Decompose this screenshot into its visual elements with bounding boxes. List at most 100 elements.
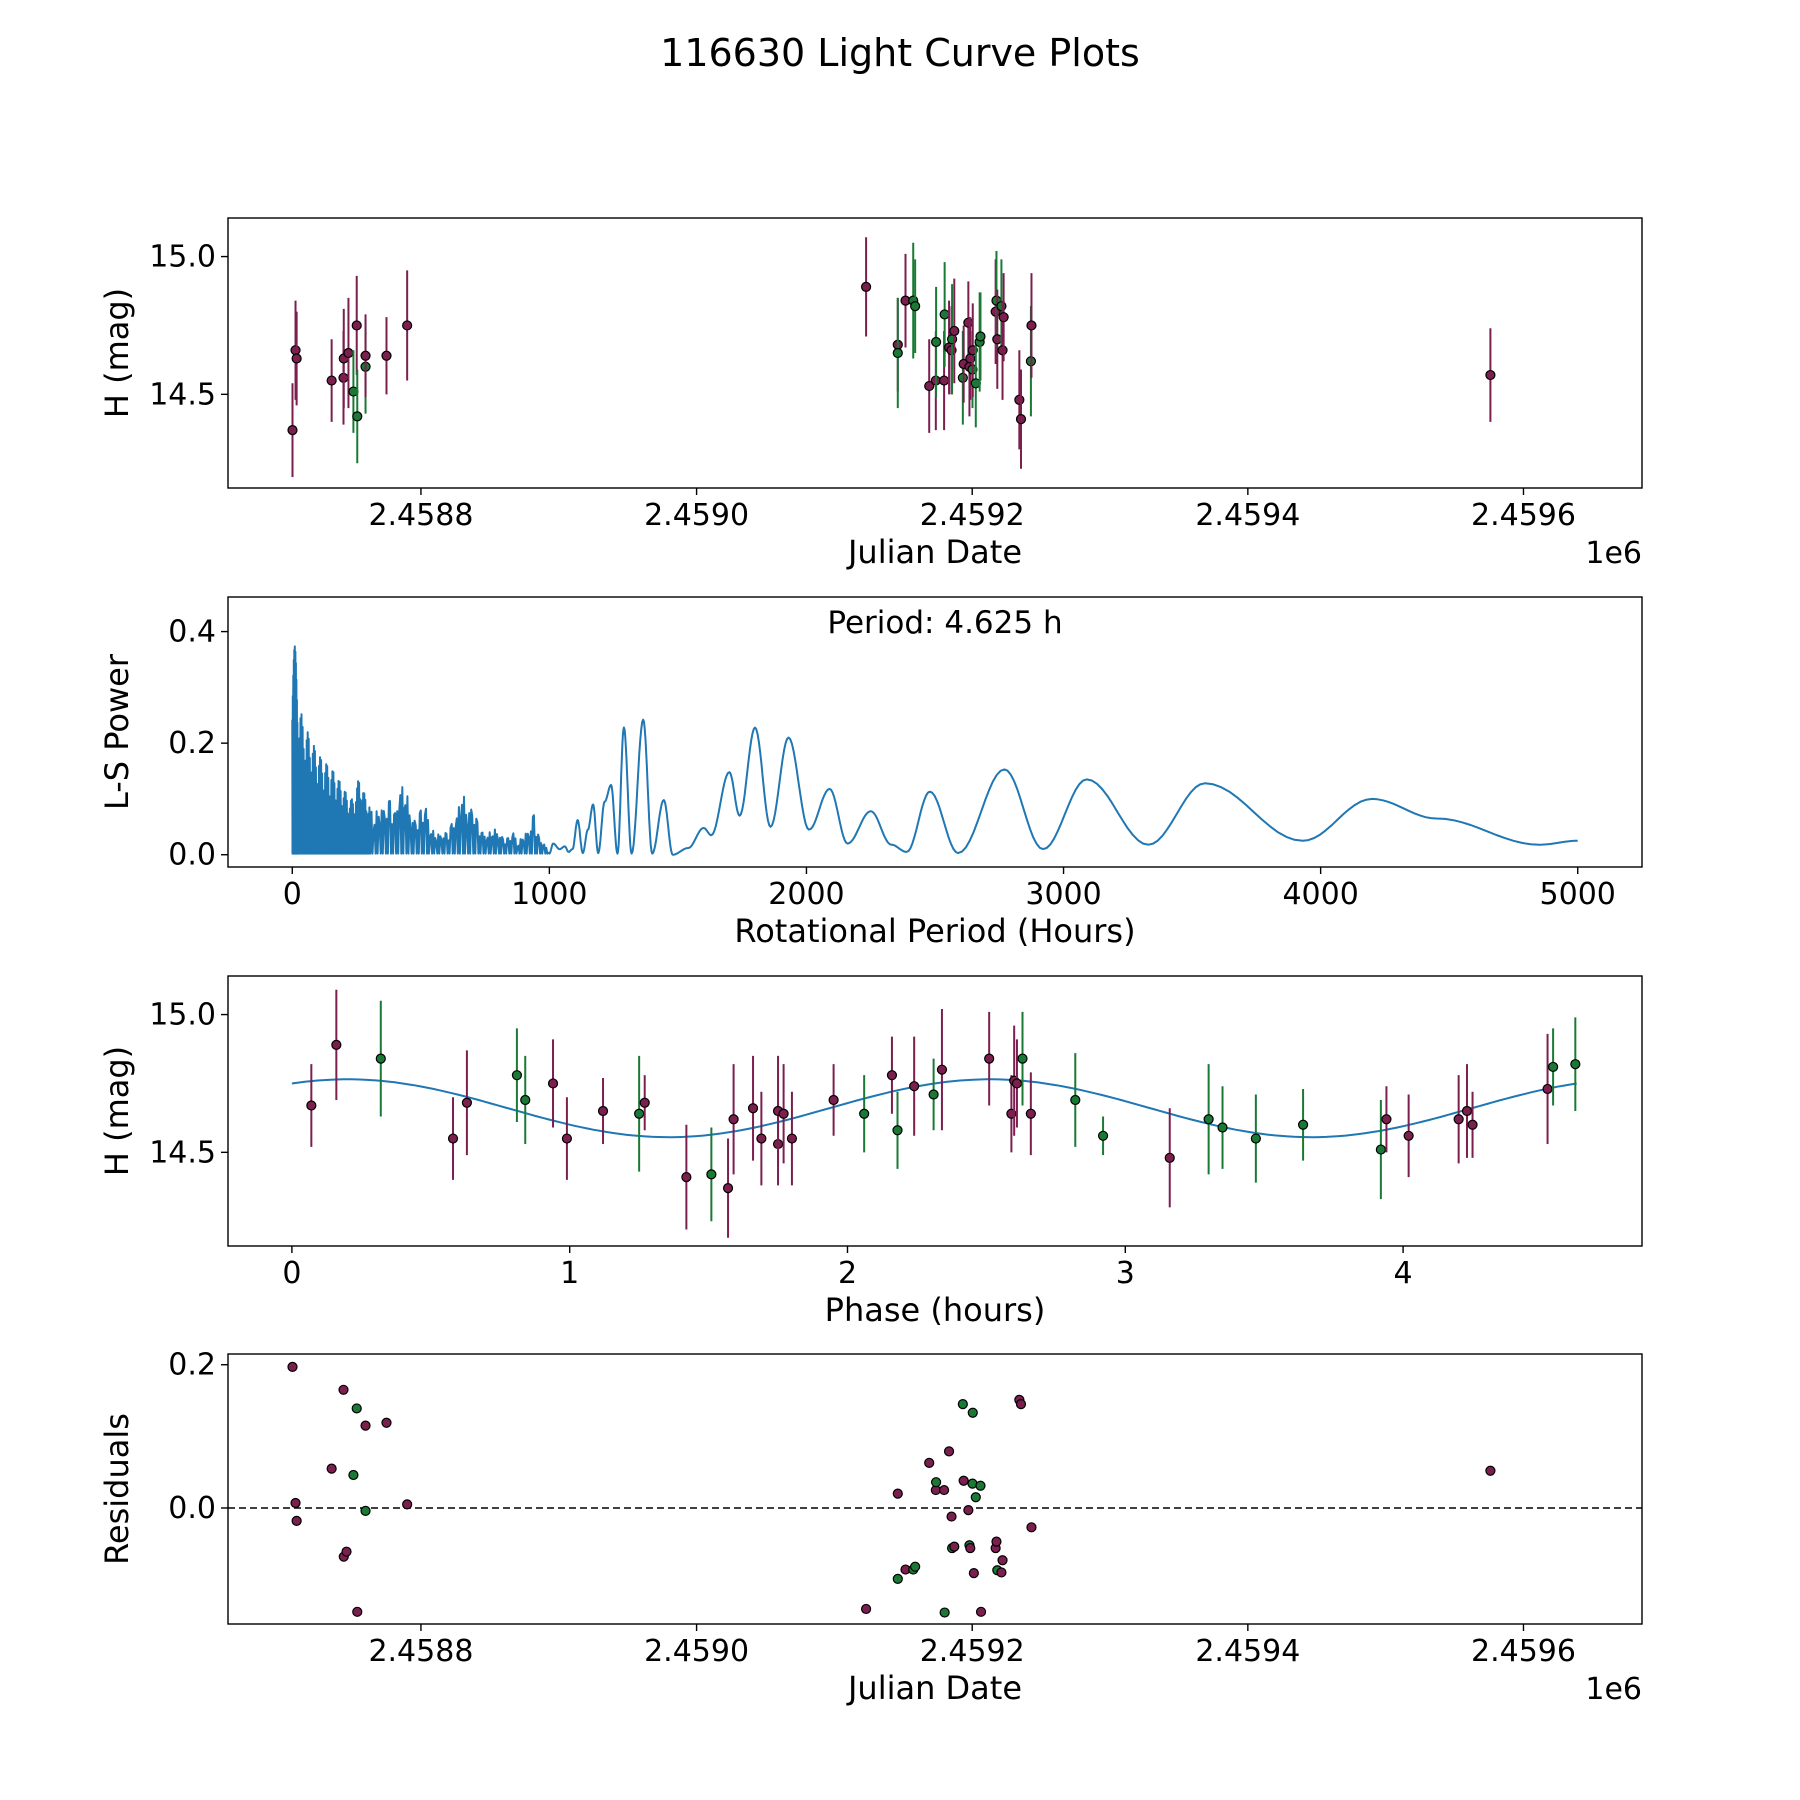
data-point: [1485, 369, 1496, 381]
data-point: [967, 1407, 978, 1418]
x-tick-label: 2.4596: [1471, 498, 1576, 533]
data-point: [975, 331, 986, 342]
data-point: [1017, 1053, 1028, 1064]
x-axis-label: Phase (hours): [825, 1291, 1046, 1329]
data-point: [924, 1457, 935, 1468]
x-tick-label: 2.4590: [644, 498, 749, 533]
data-point: [892, 1125, 903, 1136]
data-point: [957, 1399, 968, 1410]
data-point: [1026, 320, 1037, 331]
y-tick-label: 14.5: [149, 377, 216, 412]
data-point: [375, 1053, 386, 1064]
plot-area: [291, 989, 1581, 1238]
data-point: [938, 1484, 950, 1496]
data-point: [287, 425, 298, 436]
data-point: [1467, 1119, 1478, 1130]
data-point: [326, 1463, 337, 1474]
y-tick-label: 15.0: [149, 998, 216, 1033]
data-point: [639, 1097, 650, 1108]
data-point: [996, 1567, 1007, 1578]
data-point: [561, 1133, 573, 1144]
y-axis-label: H (mag): [98, 1046, 136, 1176]
data-point: [910, 1561, 921, 1572]
data-point: [1461, 1105, 1473, 1117]
axes-frame: [227, 217, 1643, 489]
data-point: [360, 1505, 371, 1516]
y-tick-label: 15.0: [149, 240, 216, 275]
data-point: [949, 325, 960, 337]
x-axis-label: Julian Date: [846, 1669, 1022, 1707]
data-point: [1164, 1152, 1175, 1163]
x-tick-label: 4000: [1282, 877, 1358, 912]
data-point: [968, 1568, 979, 1579]
data-point: [360, 350, 371, 361]
data-point: [520, 1094, 531, 1106]
data-point: [338, 1384, 349, 1395]
data-point: [970, 1492, 981, 1503]
period-annotation: Period: 4.625 h: [827, 605, 1062, 641]
data-point: [949, 1541, 960, 1552]
data-point: [997, 1555, 1008, 1566]
data-point: [352, 1606, 363, 1617]
y-tick-label: 0.4: [168, 615, 216, 650]
data-point: [939, 1607, 950, 1618]
y-tick-label: 0.0: [168, 1491, 216, 1526]
x-axis-label: Julian Date: [846, 533, 1022, 571]
x-axis-label: Rotational Period (Hours): [734, 912, 1135, 950]
data-point: [1025, 1108, 1036, 1119]
data-point: [1453, 1114, 1464, 1125]
x-tick-label: 4: [1394, 1256, 1413, 1291]
x-tick-label: 1000: [511, 877, 587, 912]
data-point: [1217, 1122, 1228, 1133]
data-point: [352, 411, 363, 422]
data-point: [910, 301, 921, 312]
data-point: [859, 1108, 870, 1119]
y-tick-label: 0.2: [168, 726, 216, 761]
data-point: [447, 1133, 459, 1144]
x-tick-label: 2.4590: [644, 1634, 749, 1669]
data-point: [351, 1403, 362, 1414]
x-tick-label: 2.4592: [920, 1634, 1025, 1669]
y-axis-label: L-S Power: [98, 653, 136, 810]
data-point: [997, 345, 1008, 356]
data-point: [991, 1536, 1002, 1547]
subplot-residuals: 2.4588 2.4590 2.4592 2.4594 2.4596 0.0 0.2 Juli…: [98, 1348, 1643, 1707]
x-offset-label: 1e6: [1585, 536, 1642, 571]
data-point: [461, 1097, 473, 1108]
x-offset-label: 1e6: [1585, 1672, 1642, 1707]
plot-area: [228, 1361, 1642, 1618]
data-point: [1485, 1465, 1496, 1476]
data-point: [965, 1542, 976, 1554]
data-point: [597, 1105, 609, 1117]
x-tick-label: 2.4588: [368, 498, 473, 533]
data-point: [963, 317, 974, 328]
data-point: [924, 380, 935, 392]
data-point: [963, 1505, 974, 1516]
data-point: [860, 1603, 872, 1615]
data-point: [1097, 1130, 1109, 1141]
axes-frame: [227, 596, 1643, 868]
data-point: [1570, 1059, 1581, 1070]
data-point: [348, 1469, 359, 1481]
data-point: [1011, 1078, 1023, 1089]
data-point: [381, 1417, 392, 1428]
data-point: [1297, 1119, 1309, 1130]
data-point: [1014, 394, 1025, 405]
x-tick-label: 2.4594: [1195, 1634, 1300, 1669]
data-point: [909, 1081, 920, 1092]
data-point: [290, 1497, 301, 1509]
data-point: [290, 345, 301, 356]
data-point: [892, 1573, 903, 1584]
data-point: [1375, 1144, 1386, 1155]
data-point: [291, 1515, 302, 1526]
data-point: [1542, 1083, 1553, 1095]
data-point: [860, 281, 872, 292]
data-point: [728, 1114, 739, 1125]
data-point: [1403, 1130, 1414, 1141]
x-tick-label: 0: [282, 1256, 301, 1291]
data-point: [1250, 1133, 1261, 1144]
data-point: [341, 1546, 352, 1557]
subplot-periodogram: 0 1000 2000 3000 4000 5000 0.0 0.2 0.4 Rotational…: [98, 596, 1643, 950]
data-point: [939, 309, 950, 320]
